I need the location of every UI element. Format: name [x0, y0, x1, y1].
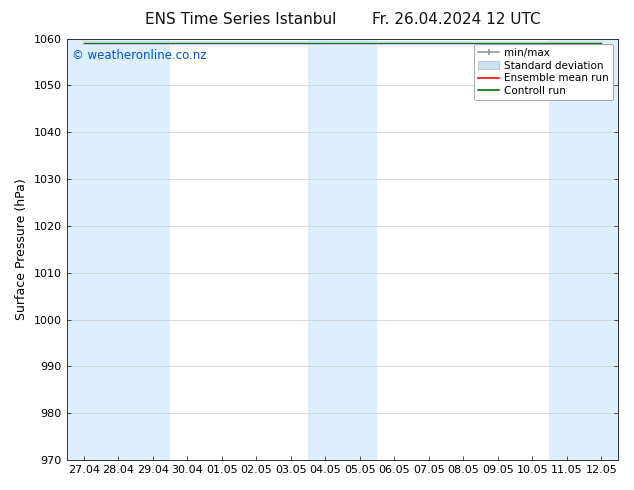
Text: © weatheronline.co.nz: © weatheronline.co.nz — [72, 49, 207, 62]
Bar — [67, 39, 101, 460]
Text: Fr. 26.04.2024 12 UTC: Fr. 26.04.2024 12 UTC — [372, 12, 541, 27]
Y-axis label: Surface Pressure (hPa): Surface Pressure (hPa) — [15, 178, 28, 320]
Bar — [550, 39, 619, 460]
Bar — [101, 39, 170, 460]
Legend: min/max, Standard deviation, Ensemble mean run, Controll run: min/max, Standard deviation, Ensemble me… — [474, 44, 613, 100]
Text: ENS Time Series Istanbul: ENS Time Series Istanbul — [145, 12, 337, 27]
Bar — [308, 39, 377, 460]
